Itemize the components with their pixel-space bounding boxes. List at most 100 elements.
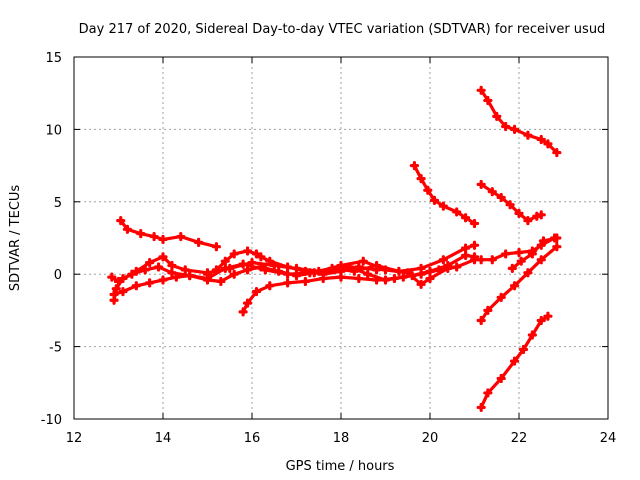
data-point <box>291 271 302 281</box>
data-point <box>127 269 137 279</box>
data-point <box>536 315 546 326</box>
data-point <box>536 210 546 220</box>
data-point <box>111 284 121 294</box>
data-series <box>107 85 562 413</box>
data-point <box>167 260 177 271</box>
data-point <box>318 273 328 284</box>
data-point <box>283 278 293 288</box>
data-point <box>469 252 480 262</box>
data-point <box>543 311 553 321</box>
data-point <box>523 268 533 278</box>
data-point <box>425 266 435 276</box>
data-point <box>501 121 511 132</box>
chart-title: Day 217 of 2020, Sidereal Day-to-day VTE… <box>79 22 606 37</box>
data-point <box>509 124 520 134</box>
data-point <box>407 271 417 281</box>
data-point <box>543 139 553 149</box>
data-point <box>461 250 471 260</box>
data-point <box>476 255 486 265</box>
y-tick-label: 0 <box>54 268 62 283</box>
data-point <box>416 174 426 184</box>
data-point <box>509 281 520 291</box>
data-point <box>363 269 373 279</box>
data-point <box>229 269 239 279</box>
data-point <box>140 265 150 275</box>
data-point <box>452 262 462 272</box>
data-point <box>251 249 262 259</box>
x-tick-label: 18 <box>333 431 350 446</box>
data-point <box>523 216 533 226</box>
y-tick-label: 5 <box>54 196 62 211</box>
data-point <box>443 260 453 271</box>
data-point <box>229 249 239 259</box>
data-point <box>438 255 448 265</box>
y-tick-label: -10 <box>41 413 62 428</box>
series-arc-12 <box>476 242 562 326</box>
x-tick-label: 14 <box>155 431 172 446</box>
data-point <box>180 265 190 275</box>
data-point <box>552 147 562 158</box>
data-point <box>527 249 537 259</box>
series-arc-7 <box>409 161 480 229</box>
data-point <box>496 192 506 203</box>
x-tick-label: 12 <box>66 431 83 446</box>
data-point <box>487 187 497 197</box>
data-point <box>536 255 546 265</box>
data-point <box>185 271 195 281</box>
data-point <box>109 289 119 300</box>
data-point <box>476 315 486 326</box>
data-point <box>242 298 253 308</box>
y-tick-label: -5 <box>49 341 62 356</box>
series-arc-10 <box>476 233 560 265</box>
data-point <box>514 247 524 258</box>
data-point <box>354 273 364 284</box>
data-point <box>358 256 368 266</box>
data-point <box>476 85 486 95</box>
data-point <box>425 273 435 284</box>
series-arc-1 <box>116 216 221 252</box>
data-point <box>507 263 517 274</box>
data-point <box>461 213 471 223</box>
data-point <box>256 262 266 272</box>
data-point <box>509 356 520 366</box>
data-point <box>220 263 230 274</box>
data-point <box>461 243 471 253</box>
data-point <box>523 130 533 140</box>
series-arc-8 <box>476 85 562 158</box>
series-arc-11 <box>507 233 562 274</box>
data-point <box>394 266 404 276</box>
data-point <box>469 218 480 229</box>
x-tick-label: 20 <box>422 431 439 446</box>
data-point <box>194 237 204 247</box>
data-point <box>552 233 562 243</box>
x-axis-label: GPS time / hours <box>286 459 395 474</box>
data-point <box>496 373 506 384</box>
data-point <box>149 231 159 242</box>
data-point <box>492 111 502 121</box>
data-point <box>409 161 420 171</box>
data-point <box>113 276 124 287</box>
data-point <box>476 402 486 413</box>
data-point <box>423 185 433 195</box>
series-arc-9 <box>476 179 546 226</box>
data-point <box>300 266 310 276</box>
data-point <box>247 258 257 268</box>
data-point <box>131 281 141 291</box>
data-point <box>171 272 181 282</box>
data-point <box>514 208 524 218</box>
data-point <box>469 240 480 250</box>
data-point <box>118 286 128 297</box>
data-point <box>238 307 248 317</box>
data-point <box>501 249 511 259</box>
data-point <box>536 134 546 145</box>
data-point <box>265 281 275 291</box>
data-point <box>116 216 126 226</box>
data-point <box>265 256 275 266</box>
data-point <box>452 207 462 217</box>
data-point <box>336 272 346 282</box>
data-point <box>516 256 526 266</box>
data-point <box>552 242 562 252</box>
data-point <box>176 231 186 242</box>
data-point <box>216 276 226 287</box>
